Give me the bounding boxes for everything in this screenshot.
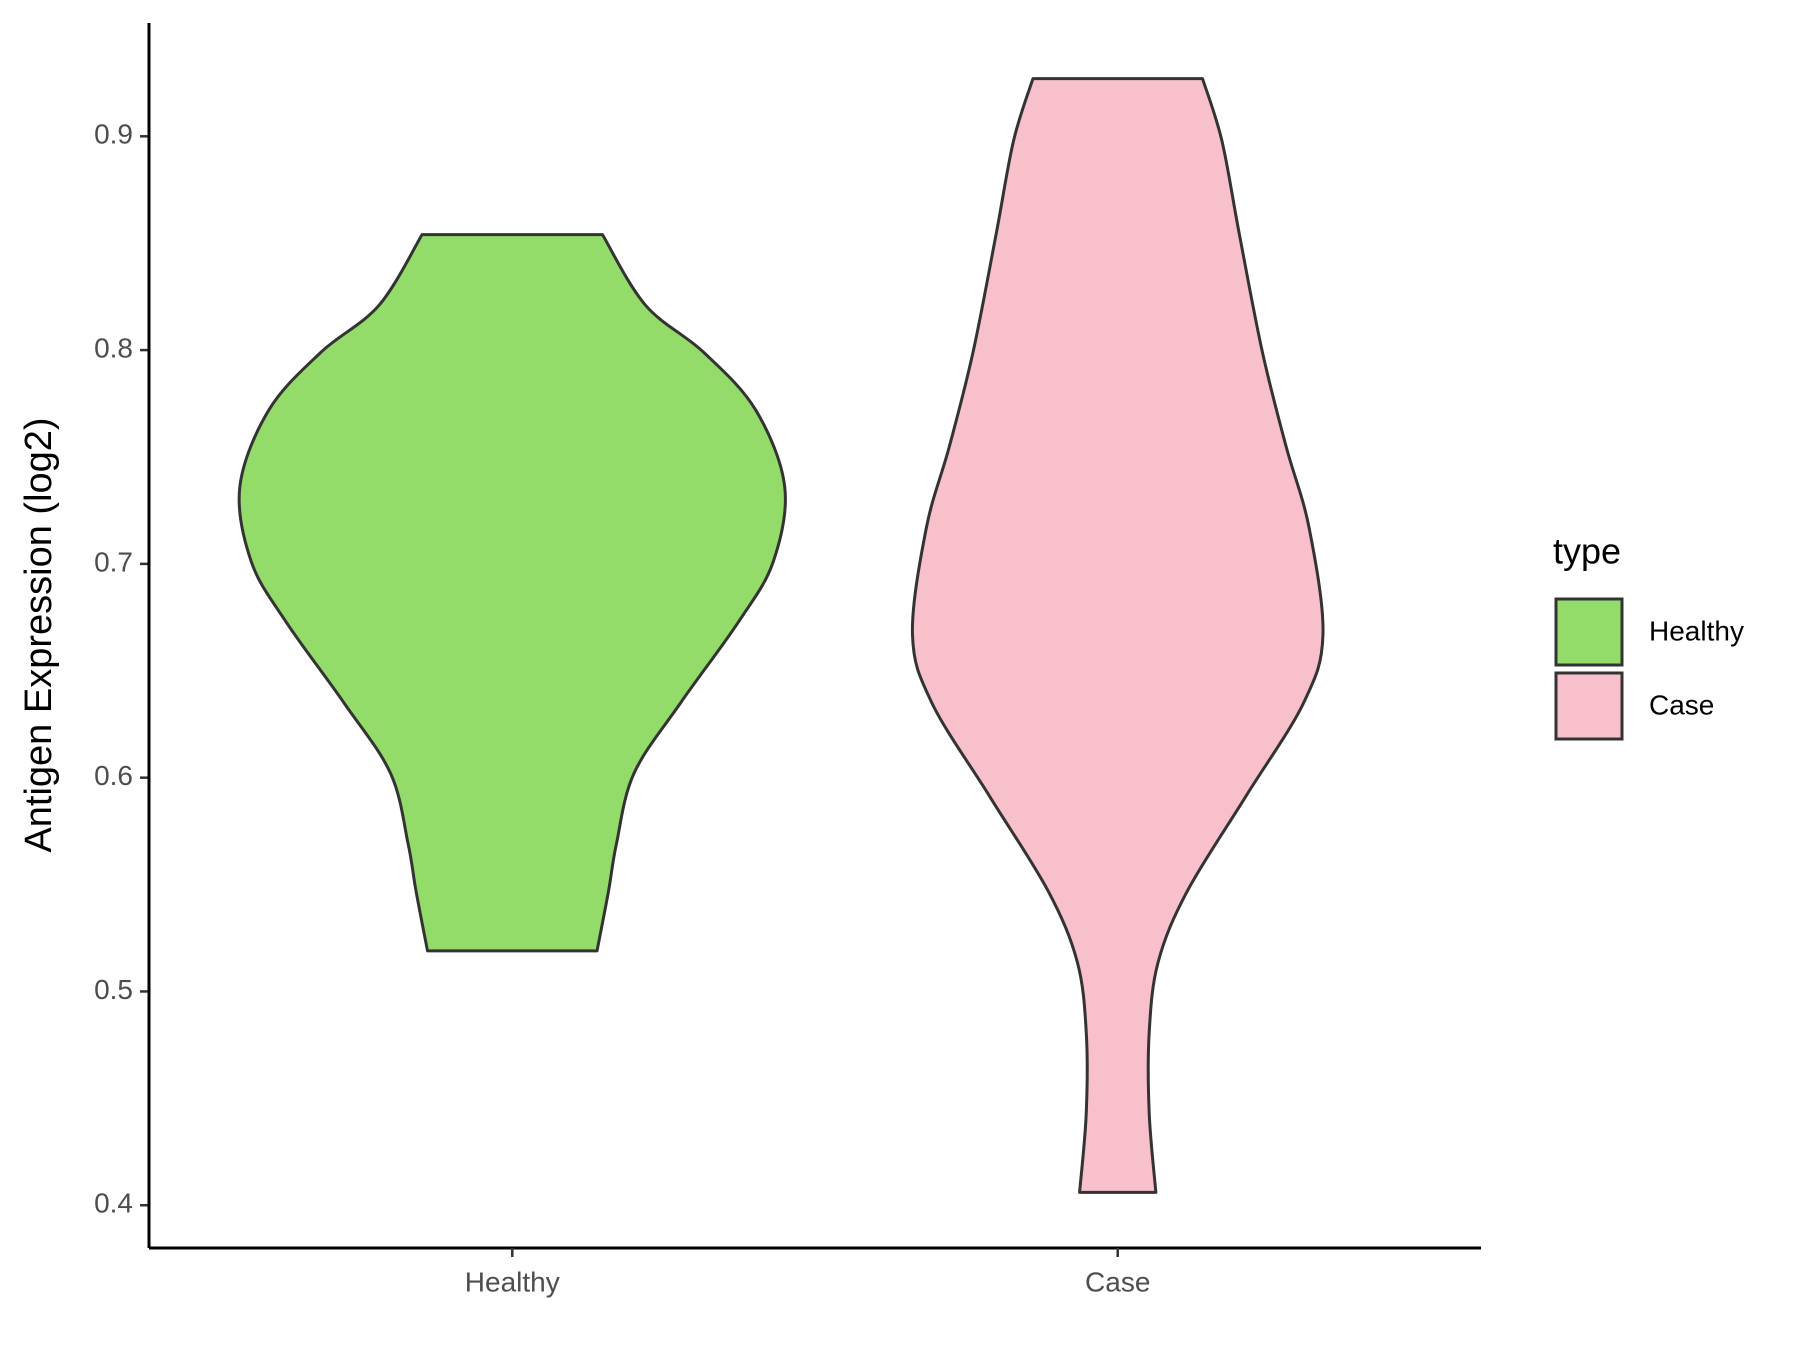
legend-label: Healthy [1649, 615, 1744, 646]
x-tick-label: Healthy [465, 1266, 560, 1297]
y-axis-title: Antigen Expression (log2) [18, 417, 60, 852]
legend-label: Case [1649, 689, 1714, 720]
y-tick-label: 0.7 [94, 546, 133, 577]
y-tick-label: 0.4 [94, 1188, 133, 1219]
violin [910, 77, 1325, 1194]
y-tick-label: 0.9 [94, 119, 133, 150]
x-tick-label: Case [1085, 1266, 1150, 1297]
y-tick-label: 0.8 [94, 332, 133, 363]
legend-title: type [1553, 531, 1621, 572]
y-tick-label: 0.5 [94, 974, 133, 1005]
violin [237, 233, 787, 953]
legend-key [1554, 671, 1624, 741]
y-tick-label: 0.6 [94, 760, 133, 791]
legend-key [1554, 597, 1624, 667]
